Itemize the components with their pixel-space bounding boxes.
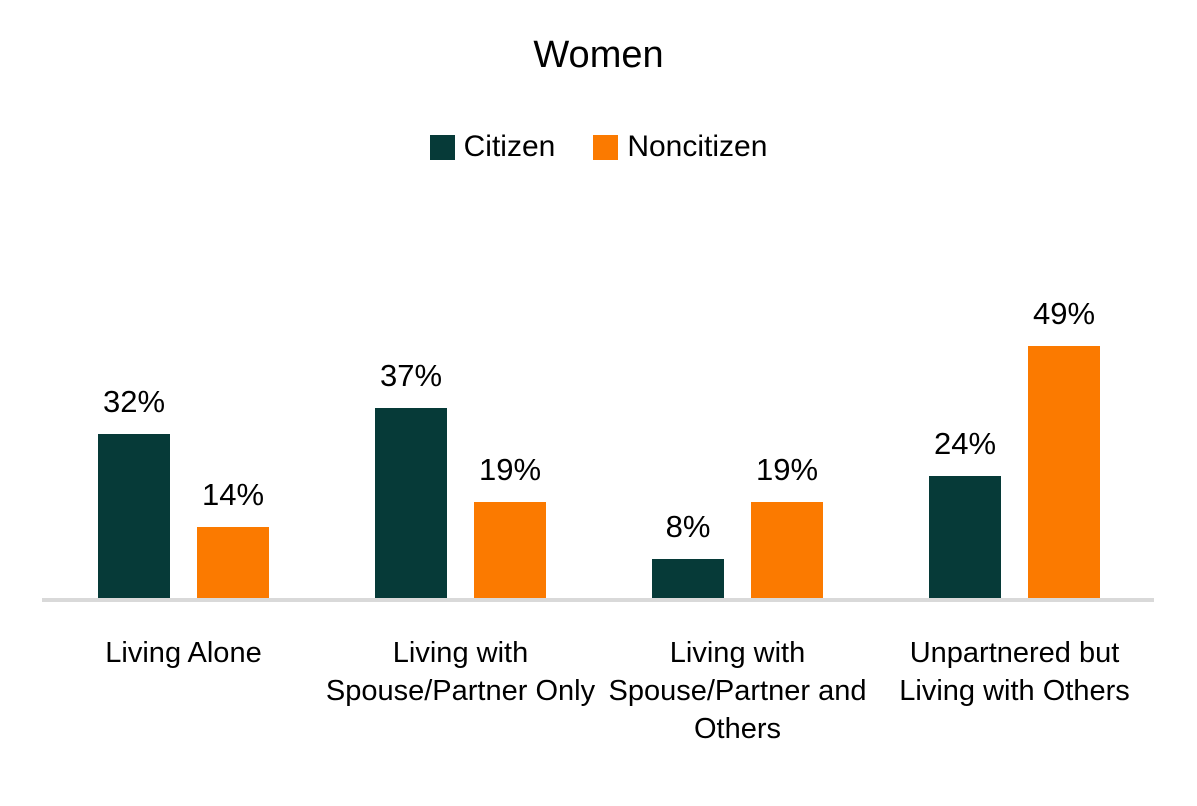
chart-title: Women [533, 34, 664, 76]
bar-citizen [375, 408, 447, 600]
bar-group-unpartnered-living-with-others: 24% 49% [876, 296, 1153, 600]
bar-noncitizen [1028, 346, 1100, 600]
bar-citizen [929, 476, 1001, 600]
bar-wrap: 37% [375, 358, 447, 600]
data-label: 19% [755, 452, 819, 487]
plot-area: 32% 14% 37% 19% 8% 19% [45, 296, 1153, 600]
legend-item-citizen: Citizen [429, 130, 556, 164]
bar-wrap: 19% [751, 452, 823, 600]
bar-wrap: 8% [652, 509, 724, 600]
data-label: 49% [1032, 296, 1096, 331]
bar-citizen [652, 559, 724, 600]
bar-wrap: 19% [474, 452, 546, 600]
data-label: 24% [933, 426, 997, 461]
legend-label-citizen: Citizen [463, 130, 556, 163]
bar-wrap: 24% [929, 426, 1001, 600]
x-label-spouse-partner-and-others: Living with Spouse/Partner and Others [608, 637, 867, 745]
bar-noncitizen [197, 527, 269, 600]
x-label-living-alone: Living Alone [105, 637, 262, 669]
data-label: 32% [102, 384, 166, 419]
x-label-unpartnered-living-with-others: Unpartnered but Living with Others [899, 637, 1130, 707]
bar-citizen [98, 434, 170, 600]
bar-group-living-alone: 32% 14% [45, 346, 322, 600]
x-axis-labels: Living Alone Living with Spouse/Partner … [45, 634, 1153, 748]
legend-swatch-noncitizen [593, 134, 619, 160]
bar-noncitizen [751, 502, 823, 600]
bar-wrap: 14% [197, 477, 269, 600]
bar-group-spouse-partner-only: 37% 19% [322, 346, 599, 600]
bar-group-spouse-partner-and-others: 8% 19% [599, 346, 876, 600]
bar-wrap: 49% [1028, 296, 1100, 600]
legend-item-noncitizen: Noncitizen [593, 130, 767, 164]
x-axis-line [42, 598, 1154, 602]
legend: Citizen Noncitizen [0, 130, 1197, 164]
data-label: 19% [478, 452, 542, 487]
bar-wrap: 32% [98, 384, 170, 600]
bar-noncitizen [474, 502, 546, 600]
data-label: 37% [379, 358, 443, 393]
legend-label-noncitizen: Noncitizen [627, 130, 768, 163]
data-label: 14% [201, 477, 265, 512]
legend-swatch-citizen [429, 134, 455, 160]
x-label-spouse-partner-only: Living with Spouse/Partner Only [325, 637, 596, 707]
data-label: 8% [665, 509, 711, 544]
